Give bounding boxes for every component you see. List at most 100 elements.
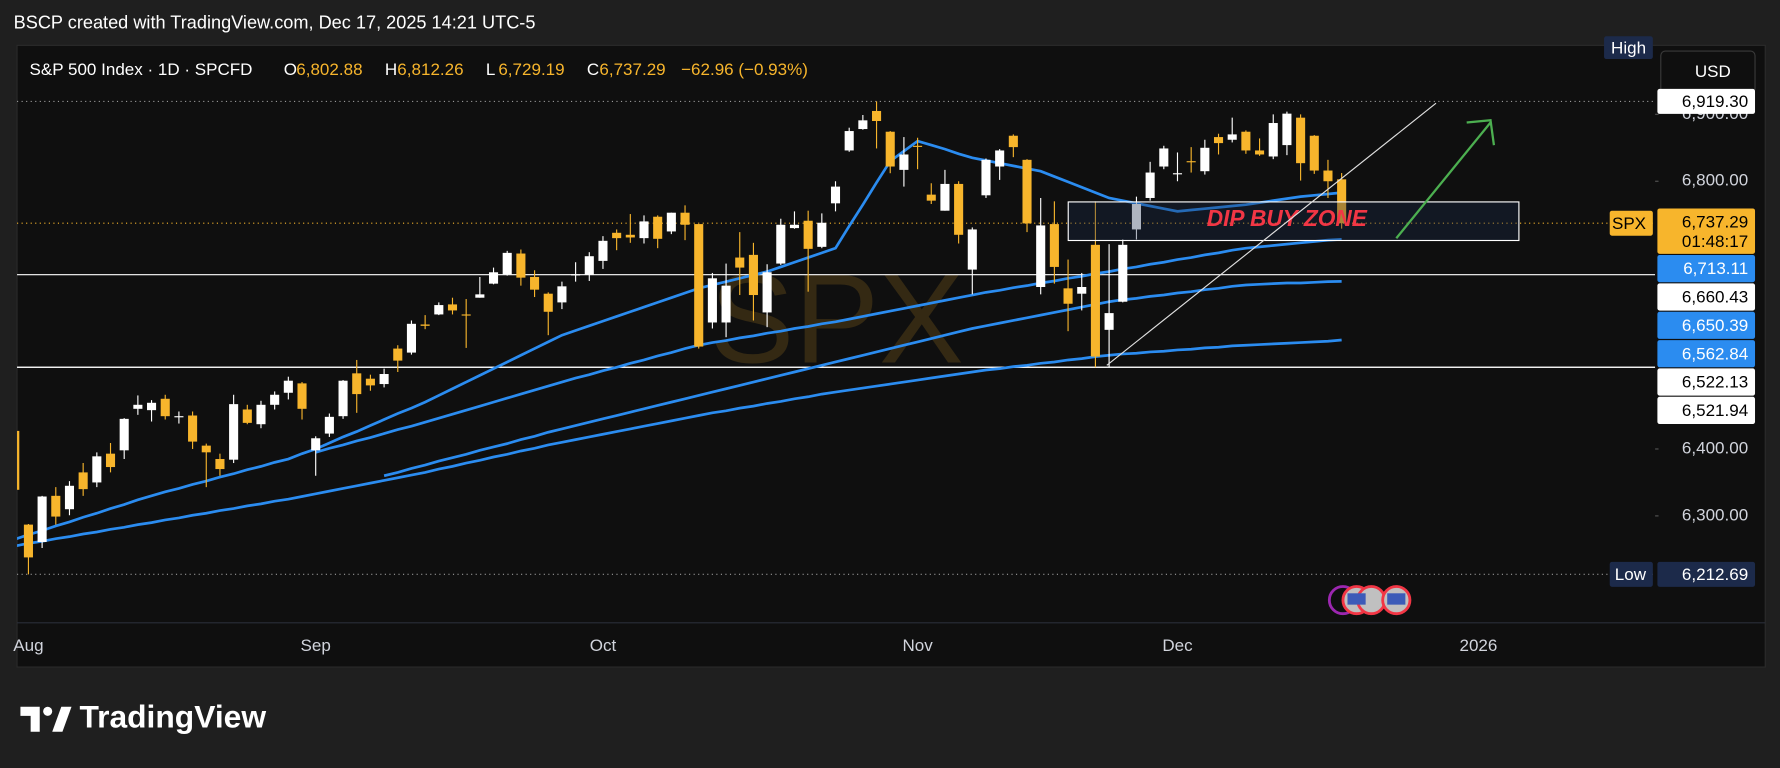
candle-body bbox=[1255, 150, 1265, 155]
candle-body bbox=[625, 234, 635, 238]
candle-body bbox=[981, 159, 991, 196]
candle-body bbox=[297, 383, 307, 409]
axis-value-label: 6,713.11 bbox=[1683, 259, 1748, 278]
candle-body bbox=[92, 456, 102, 483]
candle-body bbox=[1309, 135, 1319, 171]
candle-body bbox=[242, 409, 252, 423]
candle-body bbox=[803, 220, 813, 249]
axis-value-label-box bbox=[1657, 254, 1756, 283]
readout-key: C bbox=[587, 60, 599, 79]
candle-body bbox=[37, 496, 47, 543]
high-tag-box bbox=[1604, 36, 1653, 59]
candle-body bbox=[406, 323, 416, 353]
candle-body bbox=[1036, 225, 1046, 288]
candle-body bbox=[817, 222, 827, 247]
logo-mark bbox=[43, 706, 53, 716]
candle-body bbox=[1200, 147, 1210, 172]
axis-value-label: 6,522.13 bbox=[1682, 373, 1748, 392]
low-price-box bbox=[1657, 561, 1756, 587]
plot-area bbox=[17, 100, 1656, 575]
candle-body bbox=[885, 131, 895, 167]
axis-value-label-box bbox=[1657, 311, 1756, 339]
candle-body bbox=[1172, 173, 1183, 175]
candle-body bbox=[967, 229, 977, 270]
candle-body bbox=[748, 254, 758, 296]
candle-body bbox=[475, 294, 485, 298]
zone-box bbox=[1067, 201, 1520, 242]
candle-body bbox=[1227, 134, 1237, 140]
candle-body bbox=[1063, 288, 1073, 304]
x-tick-label: Oct bbox=[590, 636, 617, 655]
candle-body bbox=[1241, 131, 1251, 151]
flag-icon bbox=[1347, 593, 1366, 605]
candle-body bbox=[133, 404, 143, 409]
candle-body bbox=[488, 272, 499, 284]
candle-body bbox=[1077, 287, 1087, 294]
arrow-line bbox=[1395, 121, 1492, 239]
candle-body bbox=[188, 415, 198, 442]
candle-body bbox=[830, 186, 841, 204]
candle-body bbox=[735, 257, 745, 268]
candle-body bbox=[78, 472, 88, 490]
candle-body bbox=[666, 212, 676, 232]
candle-body bbox=[707, 278, 717, 323]
candle-body bbox=[762, 272, 772, 313]
axis-value-label: 6,650.39 bbox=[1682, 316, 1748, 335]
readout-value: 6,802.88 bbox=[296, 60, 362, 79]
candle-body bbox=[461, 314, 471, 316]
candle-body bbox=[940, 183, 950, 211]
candle-body bbox=[1186, 161, 1196, 163]
x-tick-label: Dec bbox=[1162, 636, 1193, 655]
footer-brand: TradingView bbox=[79, 699, 266, 735]
candle-body bbox=[283, 380, 293, 393]
axis-value-label: 6,660.43 bbox=[1682, 288, 1748, 307]
candle-body bbox=[858, 120, 868, 130]
zone-label: DIP BUY ZONE bbox=[1207, 205, 1368, 231]
last-tag-box bbox=[1609, 210, 1653, 236]
arrow-head bbox=[1466, 119, 1496, 146]
candle-body bbox=[1118, 244, 1128, 302]
y-tick-label: 6,400.00 bbox=[1682, 438, 1748, 457]
last-price-box bbox=[1657, 208, 1756, 254]
candle-body bbox=[1145, 172, 1155, 198]
candle-body bbox=[502, 252, 512, 275]
y-tick-label: 6,300.00 bbox=[1682, 505, 1748, 524]
candle-body bbox=[1268, 123, 1278, 157]
symbol-title: S&P 500 Index · 1D · SPCFD bbox=[30, 60, 253, 79]
low-tag-box bbox=[1609, 561, 1653, 587]
readout-change: −62.96 (−0.93%) bbox=[681, 60, 808, 79]
candle-body bbox=[1131, 204, 1141, 230]
candle-body bbox=[174, 416, 184, 418]
candle-body bbox=[995, 150, 1005, 167]
high-price: 6,919.30 bbox=[1682, 92, 1748, 111]
axis-value-label-box bbox=[1657, 340, 1756, 368]
candle-body bbox=[229, 404, 239, 460]
footer-logo bbox=[20, 706, 72, 732]
candle-body bbox=[557, 286, 567, 303]
candle-body bbox=[789, 224, 800, 229]
ohlc-readout: O 6,802.88 H 6,812.26 L 6,729.19 C 6,737.29 −62.… bbox=[284, 60, 808, 79]
candle-body bbox=[1213, 137, 1224, 144]
event-icons[interactable] bbox=[1327, 585, 1412, 616]
candle-body bbox=[1337, 179, 1347, 224]
candle-body bbox=[311, 438, 321, 451]
currency-label: USD bbox=[1695, 62, 1731, 81]
logo-mark bbox=[52, 706, 72, 732]
candle-body bbox=[639, 221, 649, 239]
moving-average bbox=[315, 238, 1342, 454]
candle-body bbox=[147, 402, 157, 411]
moving-average bbox=[17, 139, 1342, 540]
candle-body bbox=[1282, 113, 1292, 146]
readout-value: 6,812.26 bbox=[397, 60, 463, 79]
axis-value-label: 6,562.84 bbox=[1682, 344, 1748, 363]
candle-body bbox=[201, 445, 211, 453]
candle-body bbox=[653, 216, 663, 239]
readout-key: O bbox=[284, 60, 297, 79]
candle-body bbox=[324, 416, 334, 434]
axis-value-label-box bbox=[1657, 283, 1756, 311]
readout-value: 6,729.19 bbox=[498, 60, 564, 79]
x-tick-label: Sep bbox=[301, 636, 331, 655]
trend-line bbox=[1106, 102, 1437, 366]
x-tick-label: Nov bbox=[902, 636, 933, 655]
candle-body bbox=[926, 194, 936, 201]
